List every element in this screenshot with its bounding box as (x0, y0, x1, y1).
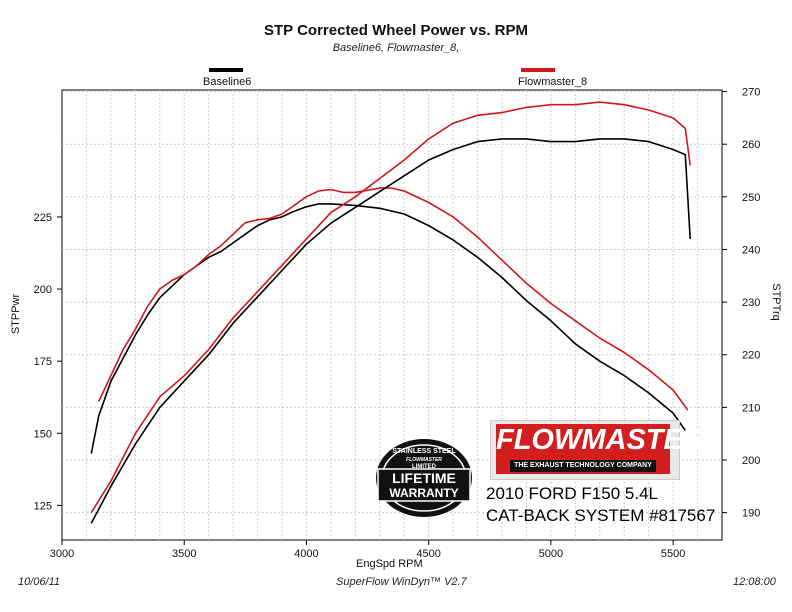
chart-subtitle: Baseline6, Flowmaster_8, (332, 42, 460, 54)
y-left-axis-title: STPPwr (10, 293, 23, 335)
y-right-tick-label: 260 (742, 139, 760, 151)
x-tick-label: 3000 (50, 548, 74, 560)
x-tick-label: 3500 (172, 548, 196, 560)
y-left-tick-label: 125 (34, 500, 52, 512)
y-left-tick-label: 175 (34, 356, 52, 368)
flowmaster-8-stptrq-line (90, 101, 691, 514)
flowmaster-8-stppwr-line (97, 187, 689, 411)
baseline6-stptrq-line (90, 138, 691, 524)
y-right-tick-label: 200 (742, 455, 760, 467)
legend-baseline-label: Baseline6 (203, 76, 252, 88)
y-left-tick-label: 200 (34, 284, 52, 296)
x-axis-title: EngSpd RPM (356, 558, 423, 570)
footer-date: 10/06/11 (18, 576, 61, 588)
y-right-tick-label: 250 (742, 192, 760, 204)
x-tick-label: 4500 (416, 548, 440, 560)
x-tick-label: 5500 (661, 548, 685, 560)
footer-time: 12:08:00 (733, 576, 776, 588)
badge-line3: LIFETIME (392, 470, 456, 486)
legend-flowmaster-label: Flowmaster_8 (518, 76, 588, 88)
y-right-tick-label: 240 (742, 244, 760, 256)
chart-title: STP Corrected Wheel Power vs. RPM (264, 22, 528, 39)
legend-baseline-swatch (209, 68, 243, 72)
y-right-axis-title: STPTrq (769, 283, 782, 321)
y-right-tick-label: 190 (742, 508, 760, 520)
badge-line4: WARRANTY (389, 486, 458, 500)
flowmaster-logo-text: FLOWMASTER (496, 424, 704, 456)
y-left-tick-label: 225 (34, 212, 52, 224)
x-tick-label: 5000 (539, 548, 563, 560)
y-right-tick-label: 210 (742, 402, 760, 414)
flowmaster-tagline: THE EXHAUST TECHNOLOGY COMPANY (510, 460, 656, 472)
vehicle-line2: CAT-BACK SYSTEM #817567 (486, 506, 716, 525)
y-right-tick-label: 220 (742, 350, 760, 362)
y-right-tick-label: 270 (742, 87, 760, 99)
footer-software: SuperFlow WinDyn™ V2.7 (336, 576, 467, 588)
badge-brand: FLOWMASTER (406, 457, 442, 463)
x-tick-label: 4000 (294, 548, 318, 560)
lifetime-warranty-badge: STAINLESS STEEL FLOWMASTER LIMITED LIFET… (376, 439, 472, 517)
baseline6-stppwr-line (90, 203, 686, 454)
badge-line1: STAINLESS STEEL (392, 448, 456, 455)
vehicle-line1: 2010 FORD F150 5.4L (486, 484, 658, 503)
y-left-tick-label: 150 (34, 428, 52, 440)
legend-flowmaster-swatch (521, 68, 555, 72)
badge-line2: LIMITED (412, 464, 437, 470)
y-right-tick-label: 230 (742, 297, 760, 309)
